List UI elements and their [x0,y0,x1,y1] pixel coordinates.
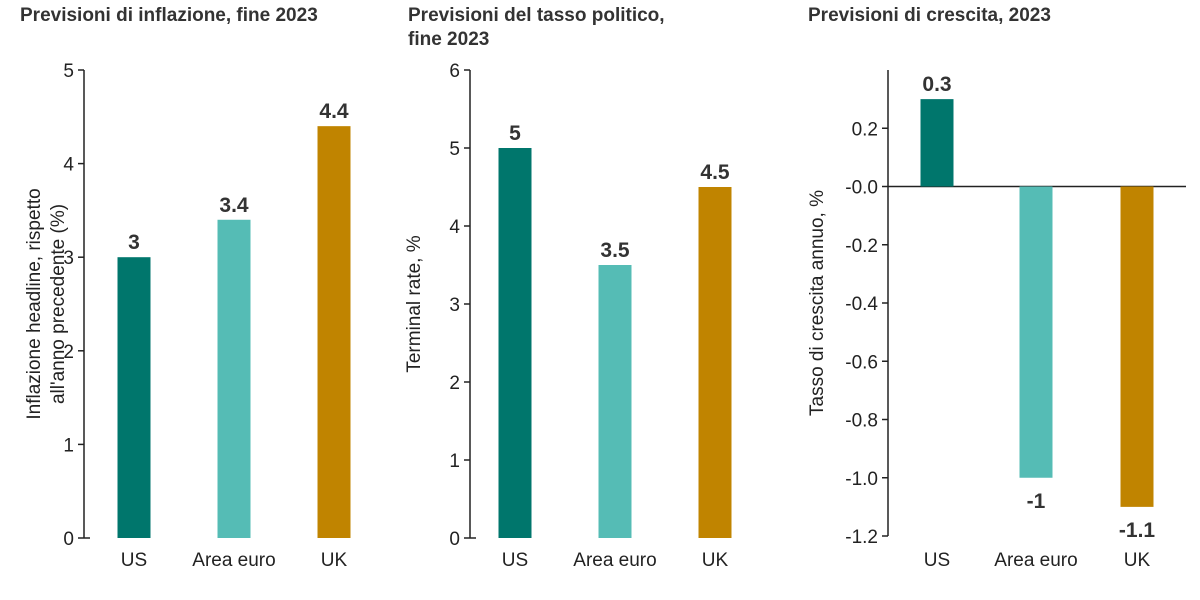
data-label: 5 [509,122,521,145]
y-tick-label: 1 [63,435,74,456]
category-label: UK [702,550,729,571]
y-tick-label: 3 [449,295,460,316]
bar-us [920,99,954,187]
category-label: Area euro [573,550,656,571]
inflation-chart: 0 1 2 3 4 5 3 US 3.4 Area euro 4.4 UK Inflazione hea… [24,61,351,571]
y-tick-label: 6 [449,61,460,82]
category-label: US [924,550,950,571]
data-label: 0.3 [922,73,951,96]
y-tick-label: 0 [63,529,74,550]
chart-0-group: 0 1 2 3 4 5 3 US 3.4 Area euro 4.4 UK Inflazione hea… [24,61,351,571]
bar-uk [1120,186,1154,507]
category-label: US [121,550,147,571]
y-tick-label: 0 [449,529,460,550]
chart-1-group: 0 1 2 3 4 5 6 5 US 3.5 Area euro 4.5 UK Terminal rate… [404,61,732,571]
policy-rate-chart-title: Previsioni del tasso politico, fine 2023 [408,5,665,50]
category-label: UK [1124,550,1151,571]
data-label: 3.5 [600,239,630,262]
growth-panel: Previsioni di crescita, 2023 0.2 -0.0 -0.2… [807,0,1198,600]
y-tick-label: 4 [449,217,460,238]
bar-area-euro [217,219,251,538]
y-axis-label: Terminal rate, % [404,235,425,372]
chart-2-group: 0.2 -0.0 -0.2 -0.4 -0.6 -0.8 -1.0 -1.2 0.3 US -1 Ar… [807,70,1186,571]
y-tick-label: 5 [449,139,460,160]
y-tick-label: -1.0 [845,469,878,490]
bar-area-euro [598,265,632,538]
y-tick-label: -1.2 [845,527,878,548]
category-label: US [502,550,528,571]
category-label: Area euro [192,550,275,571]
y-tick-label: -0.2 [845,236,878,257]
y-tick-label: -0.6 [845,352,878,373]
bar-area-euro [1019,186,1053,478]
data-label: 4.5 [700,161,730,184]
y-axis-label: Tasso di crescita annuo, % [807,190,828,416]
y-tick-label: 3 [63,248,74,269]
bar-uk [317,126,351,538]
y-tick-label: 5 [63,61,74,82]
y-axis-label: all'anno precedente (%) [48,204,69,404]
y-tick-label: 1 [449,451,460,472]
inflation-chart-title: Previsioni di inflazione, fine 2023 [20,5,318,26]
inflation-panel: Previsioni di inflazione, fine 2023 0 1 2 3… [20,0,400,600]
y-tick-label: -0.4 [845,294,878,315]
y-tick-label: 2 [449,373,460,394]
y-tick-label: -0.0 [845,178,878,199]
y-tick-label: 4 [63,155,74,176]
bar-us [117,257,151,538]
data-label: -1 [1027,490,1046,513]
data-label: 3 [128,231,140,254]
y-axis-label: Inflazione headline, rispetto [24,188,45,419]
growth-chart-title: Previsioni di crescita, 2023 [808,5,1051,26]
policy-rate-chart: 0 1 2 3 4 5 6 5 US 3.5 Area euro 4.5 UK Terminal rate… [404,61,732,571]
data-label: 4.4 [319,100,349,123]
growth-chart: 0.2 -0.0 -0.2 -0.4 -0.6 -0.8 -1.0 -1.2 0.3 US -1 Ar… [807,70,1186,571]
data-label: -1.1 [1119,519,1156,542]
policy-rate-panel: Previsioni del tasso politico, fine 2023… [404,0,788,600]
category-label: Area euro [994,550,1077,571]
y-tick-label: -0.8 [845,411,878,432]
category-label: UK [321,550,348,571]
data-label: 3.4 [219,194,249,217]
y-tick-label: 0.2 [852,119,878,140]
bar-uk [698,187,732,538]
y-tick-label: 2 [63,342,74,363]
bar-us [498,148,532,538]
